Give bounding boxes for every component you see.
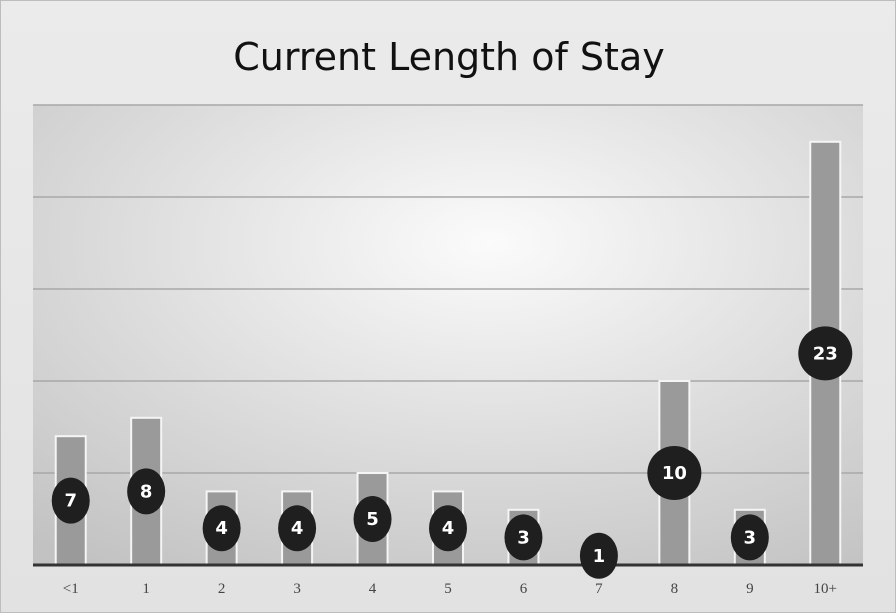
data-label-bubble (730, 514, 769, 561)
x-tick-label: 1 (142, 581, 150, 597)
data-label: 3 (744, 527, 757, 548)
data-label: 4 (442, 518, 455, 539)
x-tick-label: 3 (293, 581, 301, 597)
data-label-bubble (579, 532, 618, 579)
data-label: 3 (517, 527, 530, 548)
data-label: 4 (215, 518, 228, 539)
data-label-bubble (353, 496, 392, 542)
data-label: 8 (140, 481, 153, 502)
data-label: 4 (291, 518, 304, 539)
data-label: 1 (593, 546, 606, 567)
data-label-bubble (504, 514, 543, 561)
data-label-bubble (647, 446, 702, 500)
data-label-bubble (798, 326, 853, 381)
data-label: 23 (813, 343, 838, 364)
data-label-bubble (278, 505, 317, 552)
data-label: 5 (366, 509, 379, 530)
x-tick-label: 5 (444, 581, 452, 597)
data-label: 7 (64, 491, 77, 512)
data-label-bubble (51, 477, 90, 524)
x-tick-label: 4 (369, 581, 377, 597)
plot-area (33, 105, 863, 565)
data-label: 10 (662, 463, 687, 484)
data-label-bubble (202, 505, 241, 552)
x-tick-label: 7 (595, 581, 603, 597)
x-tick-label: <1 (63, 581, 79, 597)
x-tick-label: 6 (520, 581, 528, 597)
chart-title: Current Length of Stay (233, 35, 665, 79)
x-tick-label: 8 (671, 581, 679, 597)
data-label-bubble (429, 505, 467, 552)
x-tick-label: 10+ (814, 581, 837, 597)
x-tick-label: 2 (218, 581, 226, 597)
x-tick-label: 9 (746, 581, 754, 597)
data-label-bubble (127, 468, 166, 515)
